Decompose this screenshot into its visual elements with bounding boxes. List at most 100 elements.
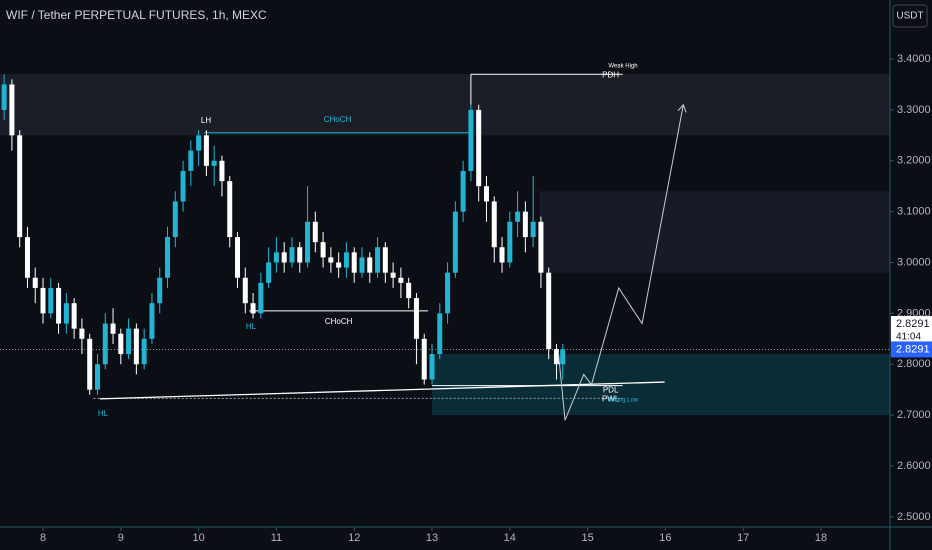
x-tick-label: 13 <box>426 532 438 544</box>
x-tick-label: 18 <box>815 532 827 544</box>
y-tick-label: 3.0000 <box>897 256 931 268</box>
level-label: CHoCH <box>324 115 352 124</box>
candle-body <box>560 349 566 365</box>
y-tick-label: 2.5000 <box>897 511 931 523</box>
candle-body <box>266 262 272 283</box>
x-tick-label: 16 <box>659 532 671 544</box>
candle-body <box>398 277 404 283</box>
projection-arrowhead <box>677 103 687 113</box>
x-tick-label: 14 <box>504 532 516 544</box>
x-tick-label: 17 <box>737 532 749 544</box>
candle-body <box>491 201 497 248</box>
candle-body <box>413 298 419 339</box>
candle-body <box>102 323 108 365</box>
candle-body <box>157 277 163 304</box>
y-tick-label: 3.2000 <box>897 155 931 167</box>
y-tick-label: 2.7000 <box>897 409 931 421</box>
candle-body <box>530 221 536 238</box>
plot-area <box>0 73 890 421</box>
x-tick-label: 9 <box>118 532 124 544</box>
candle-body <box>445 272 451 314</box>
candle-body <box>203 135 209 166</box>
candle-body <box>87 338 93 390</box>
last-price-label: 2.8291 <box>896 343 930 355</box>
level-label: CHoCH <box>325 317 353 326</box>
candle-body <box>367 257 373 273</box>
candle-body <box>141 338 147 365</box>
candle-body <box>71 303 77 329</box>
countdown-label: 41:04 <box>896 332 921 343</box>
candle-body <box>172 201 178 238</box>
candle-body <box>180 170 186 202</box>
candle-body <box>390 272 396 278</box>
candle-body <box>32 277 38 288</box>
candle-body <box>499 247 505 263</box>
candle-body <box>133 328 139 365</box>
x-tick-label: 8 <box>40 532 46 544</box>
candle-body <box>297 247 303 263</box>
y-tick-label: 3.1000 <box>897 206 931 218</box>
zone <box>432 354 890 416</box>
candle-body <box>227 181 233 238</box>
candle-body <box>63 303 69 324</box>
candle-body <box>351 252 357 273</box>
candle-body <box>211 160 217 166</box>
candle-body <box>359 257 365 273</box>
candle-body <box>522 211 528 238</box>
candle-body <box>421 338 427 380</box>
currency-button[interactable] <box>892 4 928 28</box>
annotation: Weak High <box>608 64 637 70</box>
candle-body <box>126 328 132 355</box>
candle-body <box>24 237 30 278</box>
candle-body <box>515 211 521 222</box>
candle-body <box>429 354 435 380</box>
candle-body <box>553 348 559 365</box>
candle-body <box>17 135 23 238</box>
x-tick-label: 11 <box>271 532 282 544</box>
candle-body <box>460 170 466 212</box>
candle-body <box>188 150 194 171</box>
candle-body <box>312 221 318 243</box>
y-tick-label: 2.6000 <box>897 460 931 472</box>
currency-label[interactable]: USDT <box>896 11 923 22</box>
candle-body <box>476 109 482 187</box>
candle-body <box>118 333 124 355</box>
candle-body <box>273 252 279 263</box>
candle-body <box>40 287 46 314</box>
candle-body <box>110 323 116 334</box>
level-label: PWL <box>602 394 620 403</box>
candle-body <box>328 257 334 263</box>
candle-body <box>48 287 54 314</box>
candle-body <box>289 247 295 263</box>
candle-body <box>343 252 349 268</box>
level-label: PDH <box>602 70 619 79</box>
candle-body <box>235 237 241 278</box>
crosshair-price-label: 2.8291 <box>896 318 930 330</box>
x-tick-label: 15 <box>581 532 593 544</box>
candle-body <box>250 303 256 314</box>
candle-body <box>305 221 311 263</box>
candle-body <box>164 237 170 278</box>
candle-body <box>452 211 458 273</box>
y-tick-label: 3.3000 <box>897 104 931 116</box>
candle-body <box>546 272 552 349</box>
y-tick-label: 3.4000 <box>897 53 931 65</box>
candle-body <box>219 160 225 182</box>
last-price-box <box>891 341 932 358</box>
candle-body <box>258 282 264 314</box>
candle-body <box>437 313 443 355</box>
candle-body <box>483 186 489 202</box>
candle-body <box>507 221 513 263</box>
y-tick-label: 2.8000 <box>897 358 931 370</box>
candle-body <box>242 277 248 304</box>
candle-body <box>320 242 326 258</box>
candle-body <box>336 262 342 268</box>
level-label: PDL <box>603 386 619 395</box>
candle-body <box>149 303 155 339</box>
candle-body <box>196 135 202 151</box>
candle-body <box>56 287 62 324</box>
x-tick-label: 10 <box>192 532 204 544</box>
zone <box>539 191 890 273</box>
